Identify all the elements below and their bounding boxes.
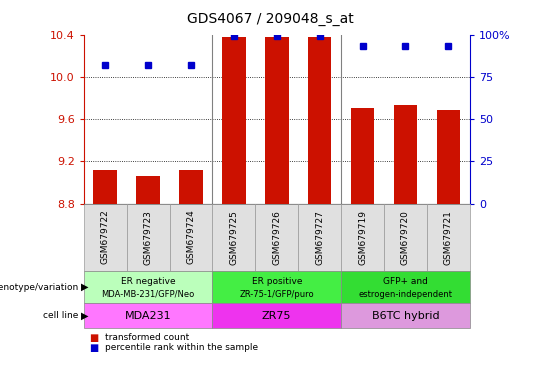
Text: GSM679719: GSM679719 xyxy=(358,210,367,265)
Text: MDA-MB-231/GFP/Neo: MDA-MB-231/GFP/Neo xyxy=(102,290,195,299)
Text: cell line: cell line xyxy=(43,311,78,320)
Text: GSM679724: GSM679724 xyxy=(186,210,195,265)
Text: genotype/variation: genotype/variation xyxy=(0,283,78,291)
Bar xyxy=(222,37,246,204)
Text: GSM679726: GSM679726 xyxy=(272,210,281,265)
Text: GSM679723: GSM679723 xyxy=(144,210,153,265)
Text: GSM679727: GSM679727 xyxy=(315,210,324,265)
Text: ▶: ▶ xyxy=(81,282,89,292)
Text: GDS4067 / 209048_s_at: GDS4067 / 209048_s_at xyxy=(187,12,353,25)
Text: estrogen-independent: estrogen-independent xyxy=(359,290,453,299)
Bar xyxy=(136,176,160,204)
Text: transformed count: transformed count xyxy=(105,333,190,343)
Text: ■: ■ xyxy=(89,343,98,353)
Bar xyxy=(265,37,288,204)
Text: ▶: ▶ xyxy=(81,311,89,321)
Bar xyxy=(351,109,374,204)
Bar xyxy=(179,170,202,204)
Bar xyxy=(394,105,417,204)
Text: GSM679721: GSM679721 xyxy=(444,210,453,265)
Text: ZR-75-1/GFP/puro: ZR-75-1/GFP/puro xyxy=(239,290,314,299)
Text: GSM679720: GSM679720 xyxy=(401,210,410,265)
Text: ■: ■ xyxy=(89,333,98,343)
Text: percentile rank within the sample: percentile rank within the sample xyxy=(105,343,259,352)
Text: GFP+ and: GFP+ and xyxy=(383,276,428,286)
Bar xyxy=(308,37,332,204)
Text: GSM679722: GSM679722 xyxy=(100,210,110,265)
Text: B6TC hybrid: B6TC hybrid xyxy=(372,311,439,321)
Text: ER negative: ER negative xyxy=(121,276,176,286)
Bar xyxy=(436,109,460,204)
Text: ZR75: ZR75 xyxy=(262,311,292,321)
Text: ER positive: ER positive xyxy=(252,276,302,286)
Bar xyxy=(93,170,117,204)
Text: MDA231: MDA231 xyxy=(125,311,171,321)
Text: GSM679725: GSM679725 xyxy=(230,210,238,265)
